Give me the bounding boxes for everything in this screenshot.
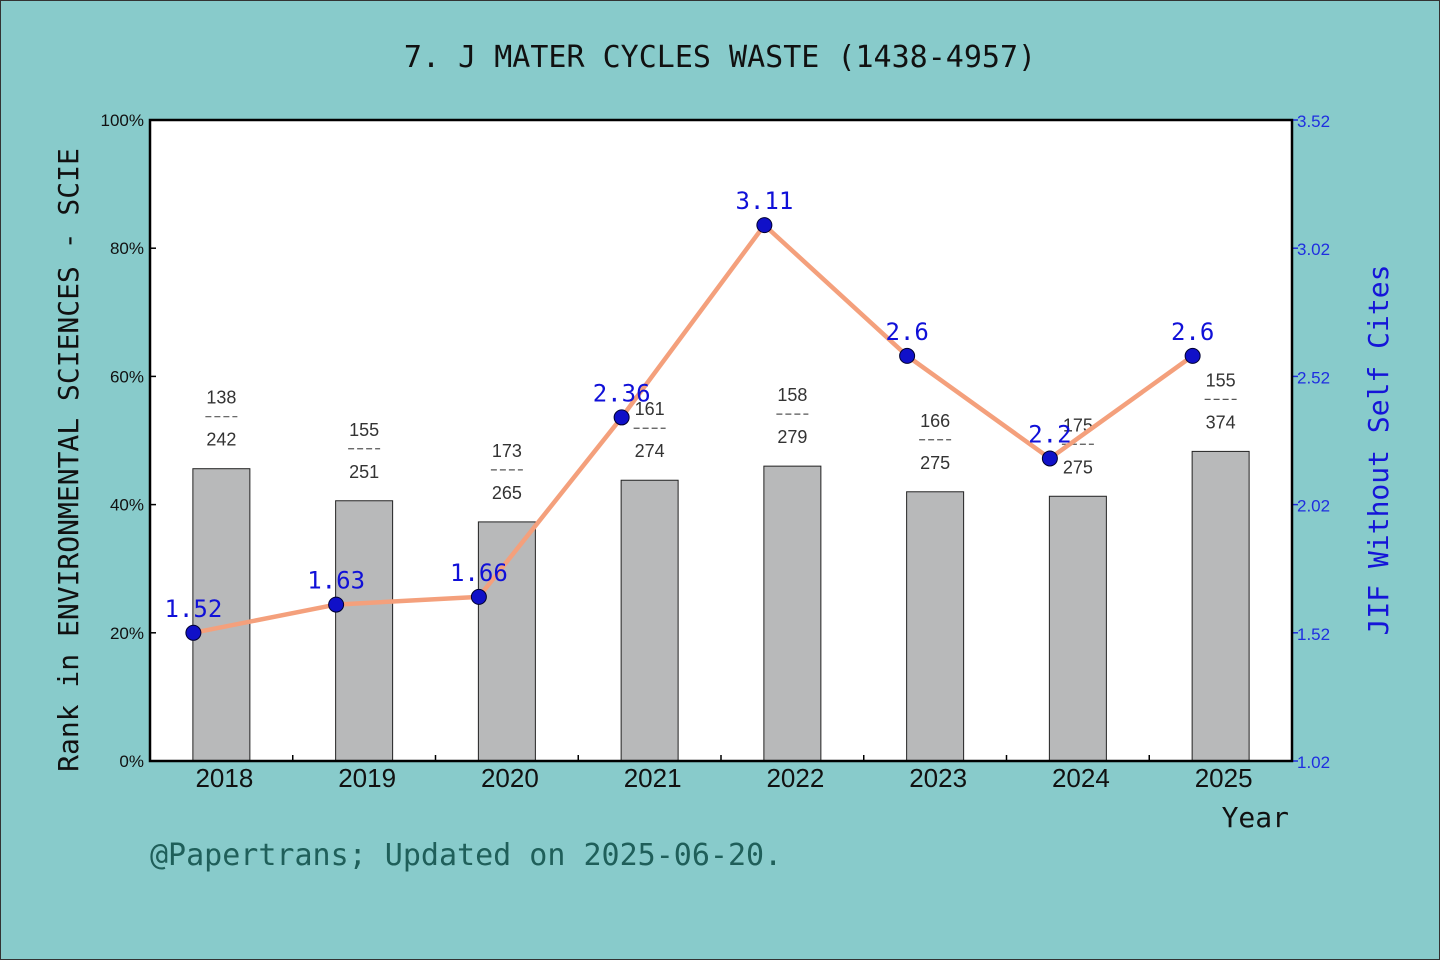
rank-label-2018: 138 [206, 388, 236, 408]
jif-point-2018 [185, 624, 202, 641]
bar-2025 [1191, 450, 1250, 762]
jif-point-2025 [1184, 347, 1201, 364]
bar-2022 [763, 465, 822, 762]
total-label-2021: 274 [635, 441, 665, 461]
right-tick-label: 2.02 [1297, 497, 1330, 516]
x-tick-label-2018: 2018 [195, 763, 253, 793]
bar-2024 [1048, 495, 1107, 762]
total-label-2023: 275 [920, 453, 950, 473]
x-tick-label-2022: 2022 [766, 763, 824, 793]
bar-2023 [906, 491, 965, 762]
jif-label-2025: 2.6 [1171, 318, 1214, 346]
plot-area [150, 120, 1292, 761]
total-label-2025: 374 [1206, 412, 1236, 432]
jif-point-2023 [899, 347, 916, 364]
x-tick-label-2019: 2019 [338, 763, 396, 793]
jif-label-2019: 1.63 [307, 567, 365, 595]
right-tick-label: 3.02 [1297, 240, 1330, 259]
rank-label-2021: 161 [635, 399, 665, 419]
jif-label-2023: 2.6 [885, 318, 928, 346]
footer-note: @Papertrans; Updated on 2025-06-20. [150, 838, 782, 873]
jif-line [192, 222, 1194, 636]
right-axis: 1.02 1.52 2.02 2.52 3.02 3.52 [1292, 112, 1330, 772]
left-tick-label: 100% [101, 111, 144, 130]
left-axis: 0% 20% 40% 60% 80% 100% [101, 111, 156, 771]
total-label-2020: 265 [492, 483, 522, 503]
jif-label-2020: 1.66 [450, 559, 508, 587]
bar-2018 [192, 468, 251, 762]
x-tick-label-2023: 2023 [909, 763, 967, 793]
plot-background [150, 120, 1292, 761]
jif-point-2021 [613, 409, 630, 426]
x-tick-label-2024: 2024 [1052, 763, 1110, 793]
left-tick-label: 0% [119, 752, 144, 771]
left-axis-title: Rank in ENVIRONMENTAL SCIENCES - SCIE [52, 148, 85, 772]
right-axis-title: JIF Without Self Cites [1362, 265, 1395, 636]
plot-border [148, 118, 1294, 763]
jif-point-2020 [470, 588, 487, 605]
right-tick-label: 2.52 [1297, 368, 1330, 387]
rank-label-2022: 158 [777, 385, 807, 405]
left-tick-label: 80% [110, 239, 144, 258]
rank-label-2019: 155 [349, 420, 379, 440]
jif-point-2024 [1041, 450, 1058, 467]
left-tick-label: 40% [110, 496, 144, 515]
chart-title: 7. J MATER CYCLES WASTE (1438-4957) [404, 40, 1036, 75]
total-label-2024: 275 [1063, 457, 1093, 477]
x-tick-label-2021: 2021 [624, 763, 682, 793]
left-tick-label: 20% [110, 624, 144, 643]
right-tick-label: 1.52 [1297, 625, 1330, 644]
right-tick-label: 3.52 [1297, 112, 1330, 131]
bar-2021 [620, 479, 679, 762]
jif-point-2019 [328, 596, 345, 613]
jif-label-2021: 2.36 [593, 379, 651, 407]
rank-label-2025: 155 [1206, 370, 1236, 390]
jif-label-2022: 3.11 [735, 187, 793, 215]
total-label-2022: 279 [777, 427, 807, 447]
total-label-2018: 242 [206, 430, 236, 450]
x-tick-label-2020: 2020 [481, 763, 539, 793]
total-label-2019: 251 [349, 462, 379, 482]
x-axis: 2018 2019 2020 2021 2022 2023 2024 2025 [195, 755, 1253, 793]
x-tick-label-2025: 2025 [1195, 763, 1253, 793]
jif-label-2024: 2.2 [1028, 420, 1071, 448]
rank-label-2023: 166 [920, 411, 950, 431]
bar-2019 [335, 500, 394, 762]
bar-2020 [477, 521, 536, 762]
jif-line-series: 1.52 1.63 1.66 2.36 3.11 2.6 2.2 2.6 [164, 187, 1214, 641]
rank-label-2020: 173 [492, 441, 522, 461]
x-axis-title: Year [1222, 801, 1289, 834]
jif-point-2022 [756, 217, 773, 234]
left-tick-label: 60% [110, 367, 144, 386]
right-tick-label: 1.02 [1297, 753, 1330, 772]
jif-label-2018: 1.52 [164, 595, 222, 623]
